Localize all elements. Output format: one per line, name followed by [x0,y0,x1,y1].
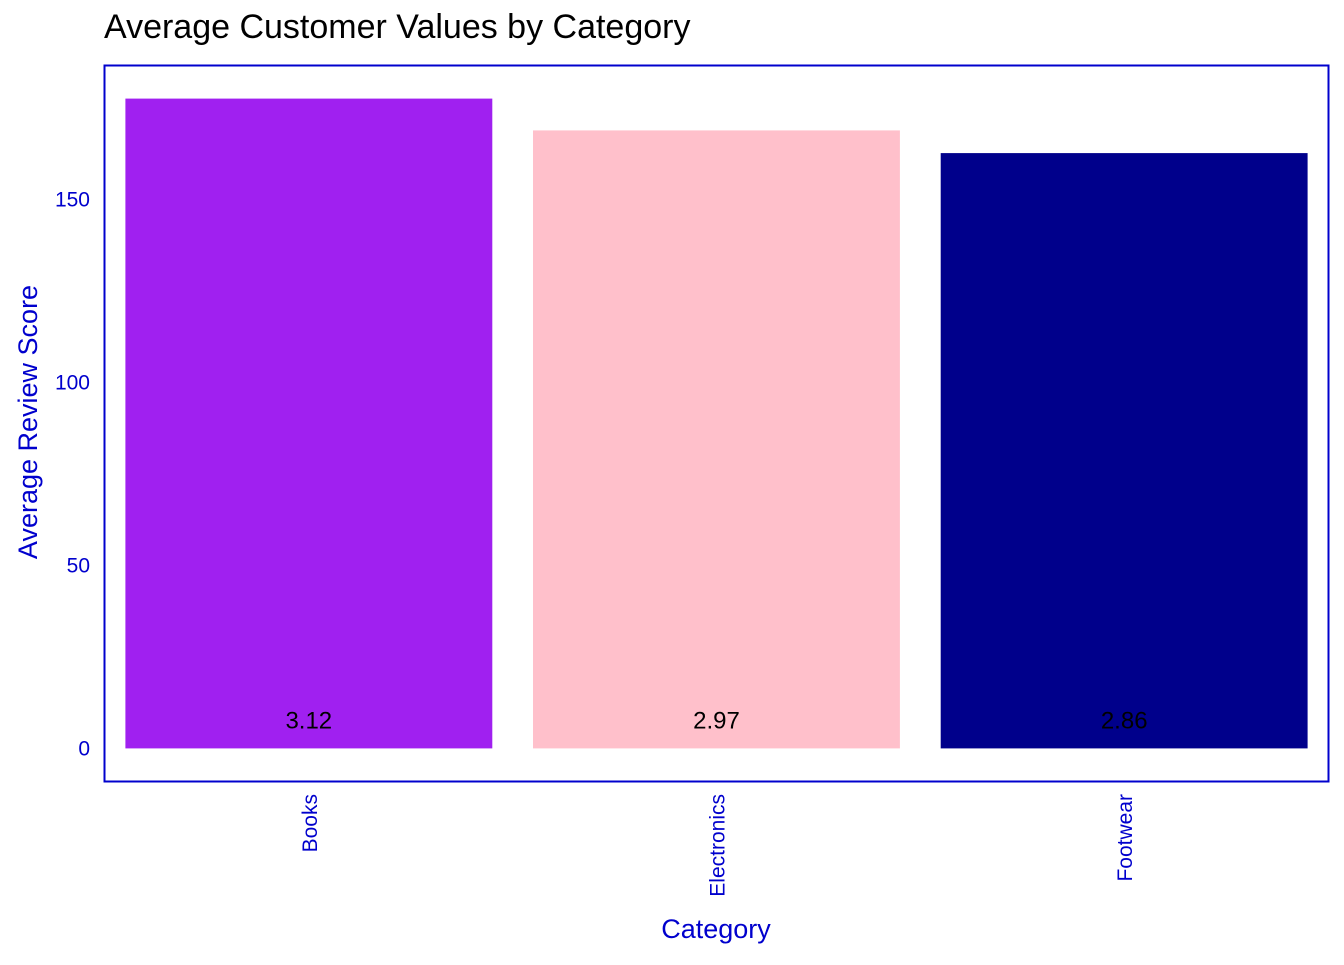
y-axis: 0 50 100 150 [55,188,90,760]
x-tick-label-footwear: Footwear [1114,794,1137,882]
bar-footwear [940,153,1308,749]
y-tick-label-100: 100 [55,371,90,394]
y-tick-label-50: 50 [67,554,90,577]
bar-value-label-electronics: 2.97 [693,707,740,734]
y-tick-label-150: 150 [55,188,90,211]
x-axis-title: Category [661,914,771,944]
bar-value-label-books: 3.12 [285,707,332,734]
x-tick-label-books: Books [299,794,322,852]
chart-title: Average Customer Values by Category [104,8,691,46]
bar-books [125,98,493,749]
bar-electronics [533,130,900,749]
bar-labels-layer: 3.12 2.97 2.86 [285,707,1147,734]
y-tick-label-0: 0 [78,737,90,760]
bars-layer [125,98,1308,749]
x-axis: Books Electronics Footwear [299,794,1137,897]
x-tick-label-electronics: Electronics [707,794,730,897]
y-axis-title: Average Review Score [13,285,43,559]
bar-value-label-footwear: 2.86 [1101,707,1148,734]
plot-panel-border [103,64,1330,783]
